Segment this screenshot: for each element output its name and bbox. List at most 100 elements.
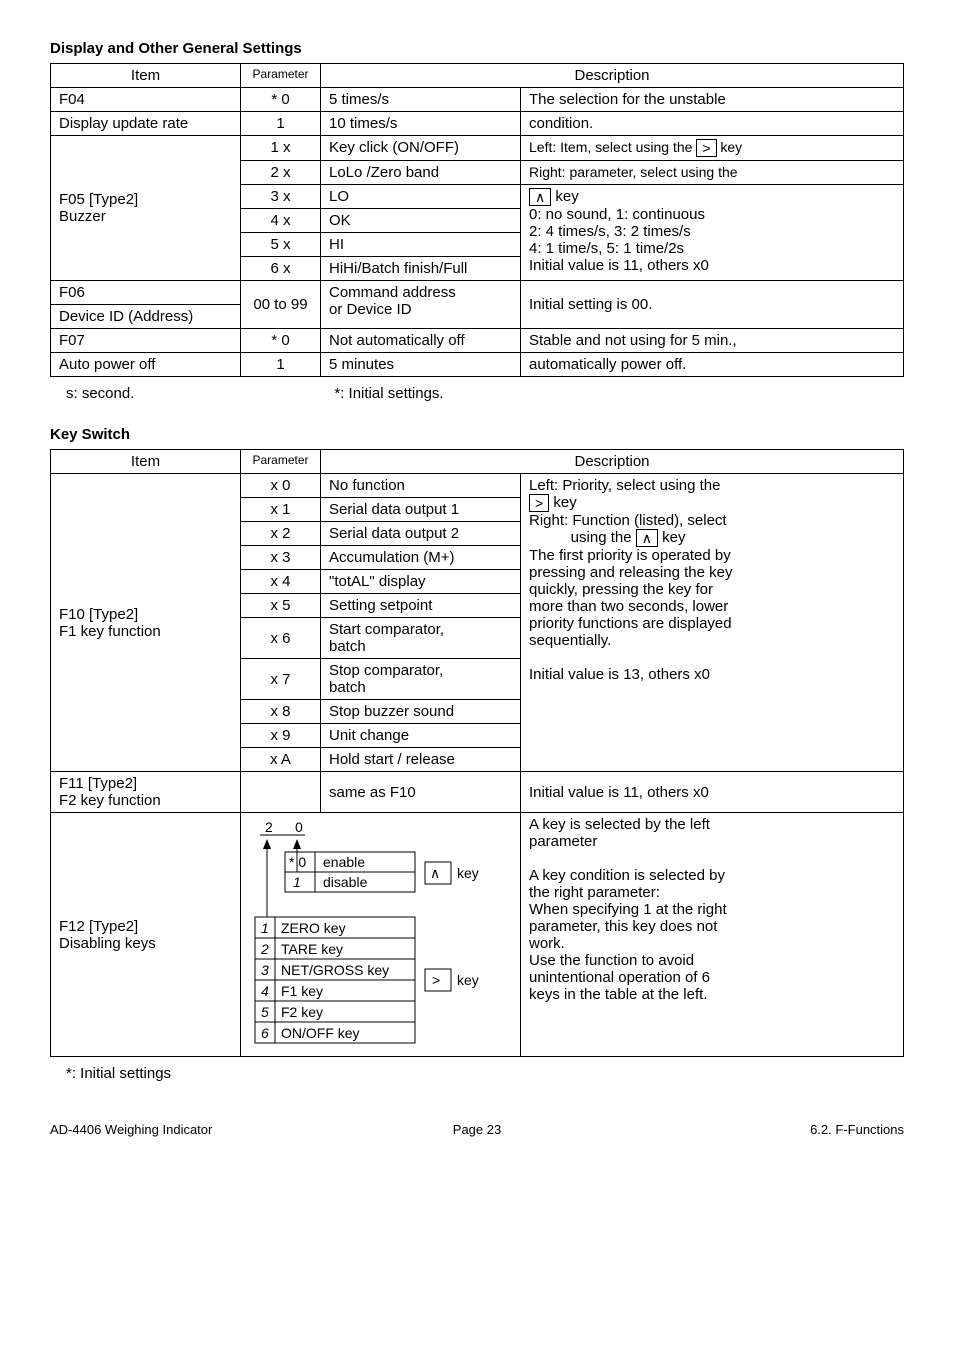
col-item: Item: [51, 64, 241, 88]
f10-p5: x 5: [241, 594, 321, 618]
f11-v: same as F10: [321, 772, 521, 813]
f10-v7: Stop comparator,batch: [321, 659, 521, 700]
page-footer: AD-4406 Weighing Indicator Page 23 6.2. …: [50, 1122, 904, 1137]
f05-v2: LoLo /Zero band: [321, 161, 521, 185]
section1-title: Display and Other General Settings: [50, 40, 904, 57]
f10-p4: x 4: [241, 570, 321, 594]
f10-p8: x 8: [241, 700, 321, 724]
f05-d1a: Left: Item, select using the: [529, 139, 696, 155]
svg-text:6: 6: [261, 1025, 269, 1041]
f11-item: F11 [Type2] F2 key function: [51, 772, 241, 813]
f06-v2: or Device ID: [329, 301, 412, 318]
f10-v4: "totAL" display: [321, 570, 521, 594]
f05-p6: 6 x: [241, 257, 321, 281]
f07-item: F07: [51, 329, 241, 353]
f05-v3: LO: [321, 185, 521, 209]
f05-d-block: ∧ key 0: no sound, 1: continuous 2: 4 ti…: [521, 185, 904, 281]
f10-p6: x 6: [241, 618, 321, 659]
f06-v1: Command address: [329, 284, 456, 301]
svg-text:3: 3: [261, 962, 269, 978]
f10-v9: Unit change: [321, 724, 521, 748]
f07-p0: * 0: [241, 329, 321, 353]
svg-text:2: 2: [260, 941, 269, 957]
f10-v5: Setting setpoint: [321, 594, 521, 618]
f05-d3b: key: [551, 188, 579, 205]
wedge-icon: ∧: [529, 188, 551, 206]
f10-p2: x 2: [241, 522, 321, 546]
f07-item2: Auto power off: [51, 353, 241, 377]
svg-text:NET/GROSS key: NET/GROSS key: [281, 962, 389, 978]
f10d-l4b: key: [658, 529, 686, 546]
f04-item: F04: [51, 88, 241, 112]
f10d-l1: Left: Priority, select using the: [529, 477, 720, 494]
f05-d5: 2: 4 times/s, 3: 2 times/s: [529, 223, 691, 240]
f06-v: Command address or Device ID: [321, 281, 521, 329]
f10-p1: x 1: [241, 498, 321, 522]
f04-item2: Display update rate: [51, 112, 241, 136]
f12d3: A key condition is selected by: [529, 867, 725, 884]
f07-v1: 5 minutes: [321, 353, 521, 377]
svg-text:5: 5: [261, 1004, 269, 1020]
f04-v1: 10 times/s: [321, 112, 521, 136]
f10-v2: Serial data output 2: [321, 522, 521, 546]
svg-text:TARE key: TARE key: [281, 941, 343, 957]
f05-p4: 4 x: [241, 209, 321, 233]
f12d5: When specifying 1 at the right: [529, 901, 727, 918]
footnote-initial: *: Initial settings.: [334, 385, 443, 402]
table-key-switch: Item Parameter Description F10 [Type2] F…: [50, 449, 904, 1057]
f07-d1: automatically power off.: [521, 353, 904, 377]
svg-text:0: 0: [295, 819, 303, 835]
f05-v4: OK: [321, 209, 521, 233]
bottom-note: *: Initial settings: [50, 1065, 904, 1082]
f04-d1: condition.: [521, 112, 904, 136]
f12-item: F12 [Type2] Disabling keys: [51, 813, 241, 1057]
f05-d6a: 4: 1 time/s, 5: 1 time/2s: [529, 240, 684, 257]
col-desc: Description: [321, 64, 904, 88]
f06-item2: Device ID (Address): [51, 305, 241, 329]
f12-desc: A key is selected by the left parameter …: [521, 813, 904, 1057]
f06-p: 00 to 99: [241, 281, 321, 329]
f12d8: Use the function to avoid: [529, 952, 694, 969]
f10d-l5: The first priority is operated by: [529, 547, 731, 564]
f07-v0: Not automatically off: [321, 329, 521, 353]
f12-svg: 2 0 * 0 enable 1 disable ∧ key: [245, 817, 515, 1052]
footnote-second: s: second.: [50, 385, 134, 402]
svg-text:>: >: [432, 972, 440, 988]
f04-p1: 1: [241, 112, 321, 136]
f10d-l4a: using the: [529, 529, 636, 546]
f10-p7: x 7: [241, 659, 321, 700]
f05-d6b: Initial value is 11, others x0: [529, 257, 709, 274]
table-display-settings: Item Parameter Description F04 * 0 5 tim…: [50, 63, 904, 377]
f11-label: F11 [Type2]: [59, 775, 137, 792]
footer-left: AD-4406 Weighing Indicator: [50, 1122, 335, 1137]
f12d7: work.: [529, 935, 565, 952]
f04-p0: * 0: [241, 88, 321, 112]
f07-p1: 1: [241, 353, 321, 377]
col-desc2: Description: [321, 450, 904, 474]
f05-item: F05 [Type2] Buzzer: [51, 136, 241, 281]
f10-label2: F1 key function: [59, 623, 161, 640]
col-item2: Item: [51, 450, 241, 474]
gt-icon: >: [696, 139, 716, 157]
gt-icon: >: [529, 494, 549, 512]
section2-title: Key Switch: [50, 426, 904, 443]
f12d2: parameter: [529, 833, 597, 850]
f10-p3: x 3: [241, 546, 321, 570]
f10-v0: No function: [321, 474, 521, 498]
svg-text:F1 key: F1 key: [281, 983, 323, 999]
footer-right: 6.2. F-Functions: [619, 1122, 904, 1137]
f10-v8: Stop buzzer sound: [321, 700, 521, 724]
f10d-l2: key: [549, 494, 577, 511]
svg-text:ON/OFF key: ON/OFF key: [281, 1025, 360, 1041]
footer-center: Page 23: [335, 1122, 620, 1137]
svg-text:enable: enable: [323, 854, 365, 870]
f11-label2: F2 key function: [59, 792, 161, 809]
f05-d2: Right: parameter, select using the: [521, 161, 904, 185]
f10d-l9: priority functions are displayed: [529, 615, 732, 632]
f05-v1: Key click (ON/OFF): [321, 136, 521, 161]
f05-v5: HI: [321, 233, 521, 257]
f05-v6: HiHi/Batch finish/Full: [321, 257, 521, 281]
svg-text:F2 key: F2 key: [281, 1004, 323, 1020]
svg-text:1: 1: [261, 920, 269, 936]
svg-text:2: 2: [265, 819, 273, 835]
